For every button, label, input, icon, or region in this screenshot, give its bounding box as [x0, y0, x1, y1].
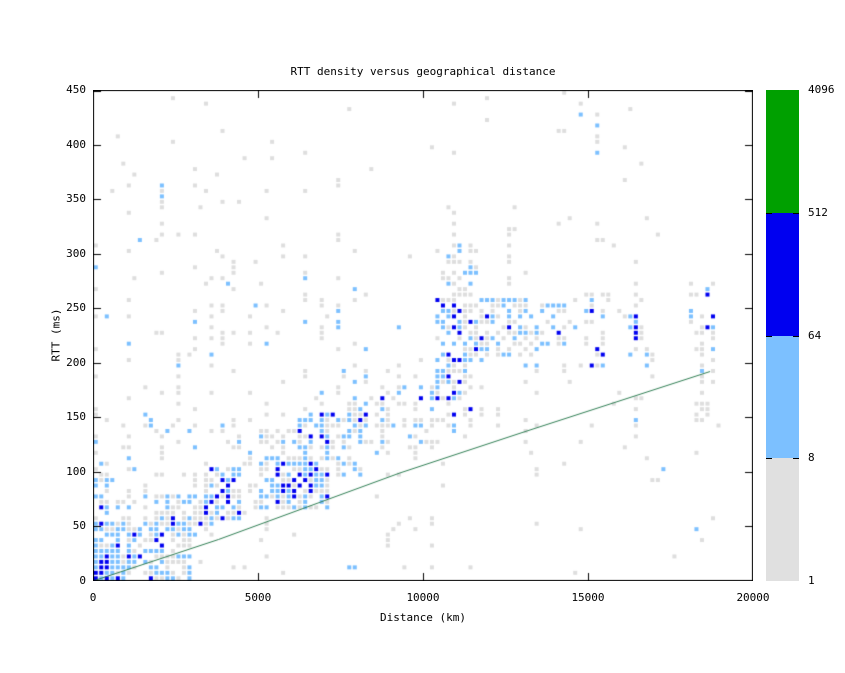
colorbar-tick-label: 64: [808, 328, 822, 342]
x-axis-label: Distance (km): [379, 611, 467, 624]
x-tick-label: 5000: [244, 591, 272, 604]
colorbar-segment: [766, 90, 799, 213]
colorbar-boundary-tick: [793, 458, 799, 460]
colorbar-segment: [766, 212, 799, 336]
x-tick-label: 0: [89, 591, 97, 604]
colorbar-tick-label: 4096: [808, 83, 835, 96]
x-tick-label: 15000: [571, 591, 605, 604]
colorbar-segment: [766, 458, 799, 581]
colorbar-boundary-tick: [766, 458, 772, 460]
y-tick-label: 350: [66, 192, 86, 206]
x-tick-label: 20000: [736, 591, 770, 604]
colorbar-segment: [766, 335, 799, 459]
y-tick-label: 100: [66, 464, 86, 478]
y-tick-label: 250: [66, 301, 86, 315]
y-tick-label: 200: [66, 355, 86, 369]
y-tick-label: 50: [72, 519, 86, 533]
colorbar-boundary-tick: [793, 212, 799, 214]
colorbar-tick-label: 1: [808, 574, 815, 587]
y-tick-label: 150: [66, 410, 86, 424]
y-tick-label: 450: [66, 83, 86, 96]
colorbar-boundary-tick: [766, 335, 772, 337]
y-tick-label: 400: [66, 137, 86, 151]
colorbar-boundary-tick: [766, 212, 772, 214]
plot-canvas: [93, 90, 753, 581]
y-tick-label: 300: [66, 246, 86, 260]
colorbar: [766, 90, 799, 581]
colorbar-tick-label: 8: [808, 451, 815, 465]
x-tick-label: 10000: [406, 591, 440, 604]
y-tick-label: 0: [79, 574, 86, 587]
colorbar-boundary-tick: [793, 335, 799, 337]
y-axis-label: RTT (ms): [49, 308, 63, 362]
colorbar-tick-label: 512: [808, 205, 828, 219]
chart-title: RTT density versus geographical distance: [290, 65, 556, 78]
